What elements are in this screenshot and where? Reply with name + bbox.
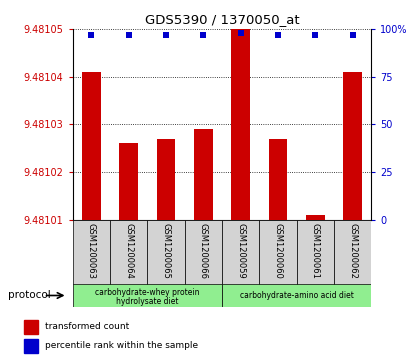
Text: GSM1200059: GSM1200059	[236, 223, 245, 279]
Text: transformed count: transformed count	[45, 322, 129, 331]
Text: GSM1200061: GSM1200061	[311, 223, 320, 279]
Point	[275, 32, 281, 38]
Text: GSM1200064: GSM1200064	[124, 223, 133, 279]
Text: carbohydrate-amino acid diet: carbohydrate-amino acid diet	[240, 291, 354, 300]
FancyBboxPatch shape	[73, 284, 222, 307]
FancyBboxPatch shape	[222, 220, 259, 285]
Text: GSM1200060: GSM1200060	[273, 223, 283, 279]
Point	[125, 32, 132, 38]
FancyBboxPatch shape	[110, 220, 147, 285]
FancyBboxPatch shape	[222, 284, 371, 307]
Text: GSM1200066: GSM1200066	[199, 223, 208, 279]
Text: GSM1200063: GSM1200063	[87, 223, 96, 279]
Point	[312, 32, 319, 38]
Text: protocol: protocol	[8, 290, 51, 301]
Point	[200, 32, 207, 38]
FancyBboxPatch shape	[259, 220, 297, 285]
Point	[88, 32, 95, 38]
Bar	[24, 339, 37, 352]
Title: GDS5390 / 1370050_at: GDS5390 / 1370050_at	[145, 13, 299, 26]
Point	[237, 30, 244, 36]
FancyBboxPatch shape	[334, 220, 371, 285]
Text: GSM1200062: GSM1200062	[348, 223, 357, 279]
Bar	[24, 320, 37, 334]
FancyBboxPatch shape	[297, 220, 334, 285]
FancyBboxPatch shape	[73, 220, 110, 285]
Bar	[306, 215, 325, 220]
Bar	[157, 139, 176, 220]
Point	[349, 32, 356, 38]
Bar	[194, 129, 213, 220]
Text: hydrolysate diet: hydrolysate diet	[116, 297, 178, 306]
Point	[163, 32, 169, 38]
FancyBboxPatch shape	[185, 220, 222, 285]
FancyBboxPatch shape	[147, 220, 185, 285]
Bar	[269, 139, 288, 220]
Text: carbohydrate-whey protein: carbohydrate-whey protein	[95, 287, 200, 297]
Bar	[120, 143, 138, 220]
Bar	[82, 72, 101, 220]
Bar	[344, 72, 362, 220]
Text: GSM1200065: GSM1200065	[161, 223, 171, 279]
Text: percentile rank within the sample: percentile rank within the sample	[45, 341, 198, 350]
Bar	[232, 29, 250, 220]
